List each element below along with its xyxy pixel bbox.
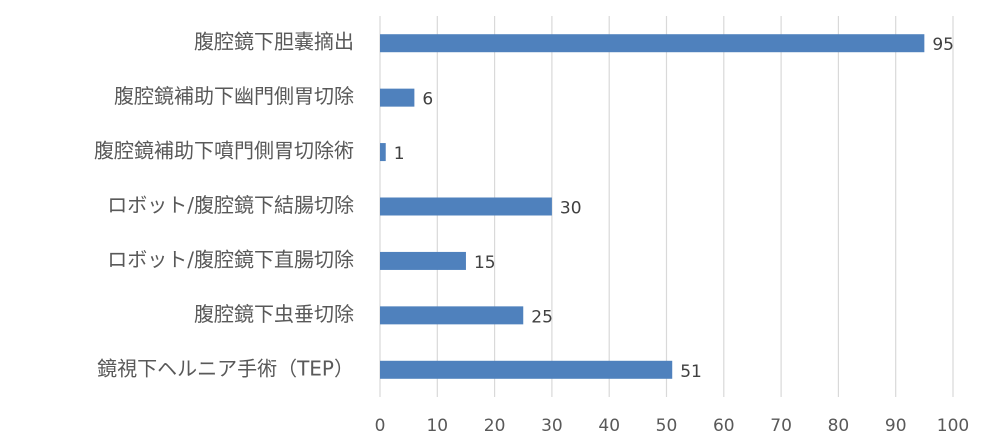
data-label: 51	[680, 362, 702, 382]
x-tick-label: 100	[937, 416, 969, 436]
x-tick-label: 40	[598, 416, 620, 436]
y-tick-label: 腹腔鏡下虫垂切除	[194, 302, 354, 326]
y-tick-label: 腹腔鏡補助下幽門側胃切除	[114, 84, 354, 108]
x-tick-label: 60	[713, 416, 735, 436]
bar	[380, 88, 415, 107]
x-tick-label: 30	[541, 416, 563, 436]
y-tick-label: ロボット/腹腔鏡下結腸切除	[107, 193, 354, 217]
data-label: 95	[932, 35, 954, 55]
y-tick-label: 腹腔鏡補助下噴門側胃切除術	[94, 139, 354, 163]
bar	[380, 306, 524, 325]
y-tick-label: ロボット/腹腔鏡下直腸切除	[107, 247, 354, 271]
bar	[380, 360, 673, 379]
x-tick-label: 10	[426, 416, 448, 436]
x-tick-label: 0	[375, 416, 386, 436]
data-label: 6	[422, 90, 433, 110]
bar	[380, 143, 386, 162]
data-label: 25	[531, 307, 553, 327]
y-tick-label: 腹腔鏡下胆嚢摘出	[194, 30, 354, 54]
data-label: 15	[474, 253, 496, 273]
data-label: 1	[394, 144, 405, 164]
bar	[380, 197, 552, 216]
x-tick-label: 20	[484, 416, 506, 436]
bar	[380, 251, 466, 270]
x-tick-label: 70	[770, 416, 792, 436]
x-tick-label: 90	[885, 416, 907, 436]
bar	[380, 34, 925, 53]
y-tick-label: 鏡視下ヘルニア手術（TEP）	[97, 356, 354, 380]
data-label: 30	[560, 199, 582, 219]
x-tick-label: 50	[656, 416, 678, 436]
x-tick-label: 80	[828, 416, 850, 436]
